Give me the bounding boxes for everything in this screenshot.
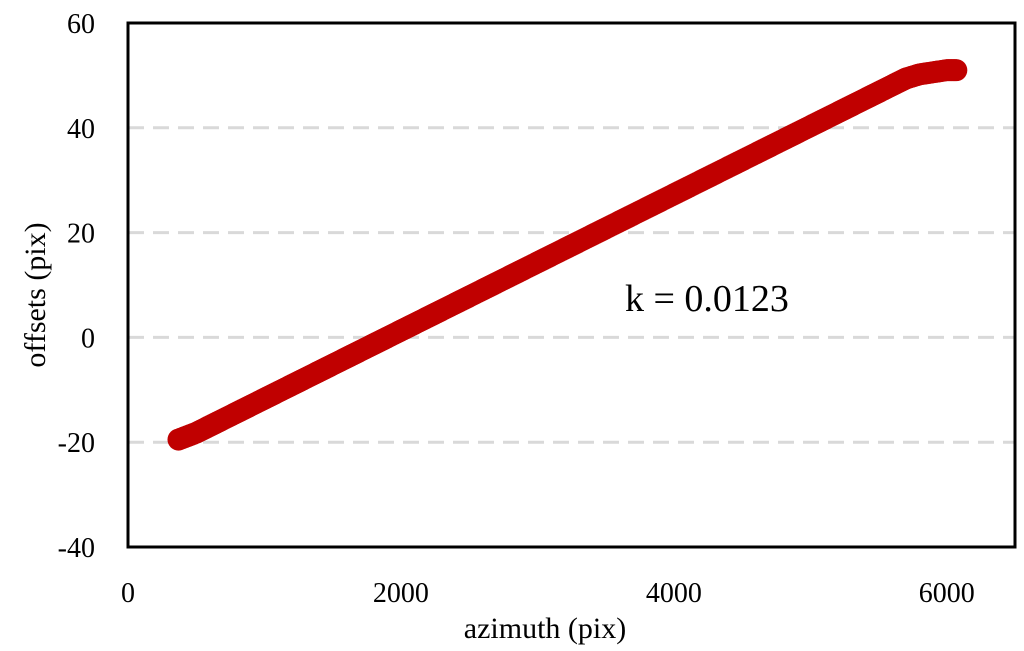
data-points-layer: [167, 59, 968, 451]
x-tick-label: 2000: [373, 578, 429, 609]
y-tick-label: 60: [67, 9, 95, 40]
data-point: [945, 59, 968, 82]
y-axis-title: offsets (pix): [19, 222, 52, 367]
y-tick-label: 20: [67, 219, 95, 250]
x-tick-label: 4000: [646, 578, 702, 609]
x-tick-labels: 0 2000 4000 6000: [121, 578, 975, 609]
y-tick-label: -20: [58, 428, 95, 459]
y-tick-label: -40: [58, 533, 95, 564]
y-tick-label: 0: [81, 323, 95, 354]
y-tick-labels: -40 -20 0 20 40 60: [58, 9, 95, 564]
slope-annotation: k = 0.0123: [625, 278, 789, 320]
x-tick-label: 0: [121, 578, 135, 609]
y-tick-label: 40: [67, 114, 95, 145]
grid-layer: [128, 126, 1015, 444]
x-axis-title: azimuth (pix): [464, 612, 626, 645]
plot-area-frame: [126, 21, 1017, 549]
x-tick-label: 6000: [919, 578, 975, 609]
